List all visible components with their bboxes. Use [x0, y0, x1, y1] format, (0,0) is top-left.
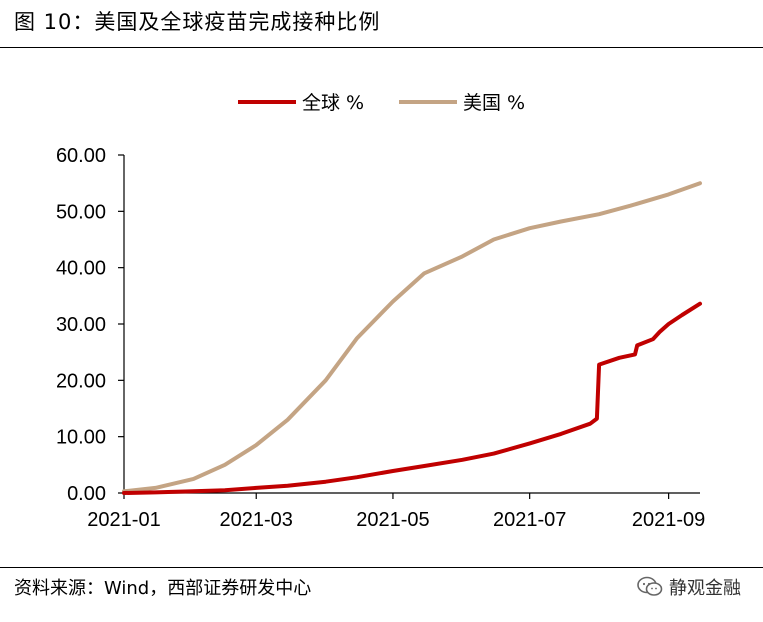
x-tick-label: 2021-01	[87, 509, 160, 531]
x-tick-label: 2021-05	[356, 509, 429, 531]
y-tick-label: 40.00	[56, 258, 106, 280]
x-tick-label: 2021-09	[632, 509, 705, 531]
series-line	[122, 301, 702, 495]
x-tick-label: 2021-07	[493, 509, 566, 531]
y-tick-label: 30.00	[56, 314, 106, 336]
y-tick-label: 20.00	[56, 370, 106, 392]
x-tick-label: 2021-03	[220, 509, 293, 531]
series-layer	[122, 181, 702, 495]
y-tick-label: 50.00	[56, 201, 106, 223]
brand-name: 静观金融	[669, 578, 741, 599]
legend: 全球 % 美国 %	[238, 92, 525, 114]
y-tick-label: 60.00	[56, 145, 106, 167]
figure-title: 图 10：美国及全球疫苗完成接种比例	[14, 10, 381, 34]
series-line	[122, 181, 702, 494]
wechat-icon	[637, 576, 663, 596]
bottom-rule	[0, 567, 763, 568]
y-tick-label: 10.00	[56, 427, 106, 449]
brand-mark: 静观金融	[637, 574, 741, 600]
top-rule	[0, 47, 763, 48]
axes: 0.00 10.00 20.00 30.00 40.00 50.00 60.00 2021-0…	[56, 145, 705, 531]
source-note: 资料来源：Wind，西部证券研发中心	[14, 578, 312, 599]
legend-label: 美国 %	[463, 92, 525, 114]
legend-label: 全球 %	[302, 92, 364, 114]
y-tick-label: 0.00	[67, 483, 106, 505]
